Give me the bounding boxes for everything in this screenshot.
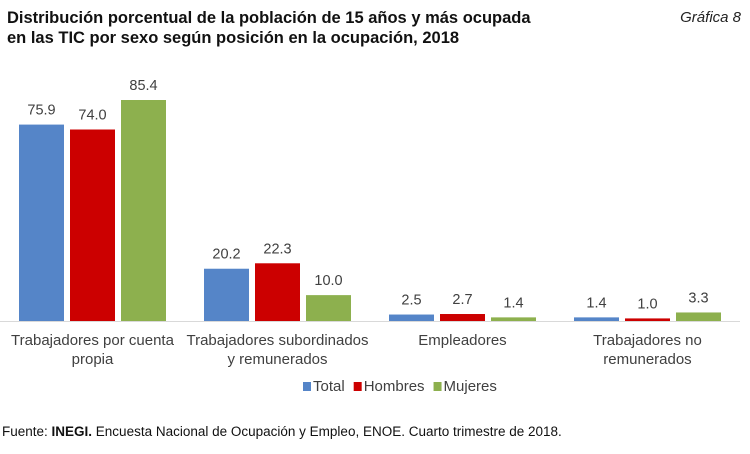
- category-label: Trabajadores no: [593, 332, 702, 349]
- bar-total: [204, 268, 249, 321]
- legend-swatch-mujeres: [433, 382, 442, 391]
- bar-mujeres: [121, 100, 166, 321]
- data-label: 22.3: [263, 241, 291, 257]
- source-org: INEGI.: [51, 424, 93, 439]
- data-label: 2.5: [401, 293, 421, 309]
- bar-mujeres: [676, 312, 721, 321]
- data-label: 20.2: [212, 247, 240, 263]
- bar-total: [574, 317, 619, 321]
- chart-title-line-2: en las TIC por sexo según posición en la…: [7, 29, 460, 47]
- bar-mujeres: [491, 317, 536, 321]
- legend-label-hombres: Hombres: [364, 378, 425, 395]
- category-label: Empleadores: [418, 332, 506, 349]
- bar-total: [19, 124, 64, 321]
- category-label: Trabajadores por cuenta: [11, 332, 175, 349]
- data-label: 2.7: [452, 292, 472, 308]
- category-label: y remunerados: [227, 351, 327, 368]
- bar-hombres: [70, 129, 115, 321]
- legend-swatch-hombres: [353, 382, 362, 391]
- bar-hombres: [255, 263, 300, 321]
- chart-title-line-1: Distribución porcentual de la población …: [7, 9, 531, 27]
- data-label: 85.4: [129, 78, 157, 94]
- data-label: 1.0: [637, 296, 657, 312]
- bar-hombres: [625, 318, 670, 321]
- bar-mujeres: [306, 295, 351, 321]
- category-label: Trabajadores subordinados: [186, 332, 368, 349]
- legend-swatch-total: [303, 382, 311, 391]
- data-label: 1.4: [586, 295, 606, 311]
- source-prefix: Fuente:: [2, 424, 52, 439]
- category-label: propia: [72, 351, 114, 368]
- legend-label-mujeres: Mujeres: [444, 378, 497, 395]
- legend-label-total: Total: [313, 378, 345, 395]
- data-label: 75.9: [27, 103, 55, 119]
- bar-total: [389, 314, 434, 321]
- chart-number: Gráfica 8: [680, 9, 741, 26]
- source-text: Encuesta Nacional de Ocupación y Empleo,…: [92, 424, 562, 439]
- bar-hombres: [440, 314, 485, 321]
- bar-chart: 75.9 74.0 85.4 Trabajadores por cuenta propi…: [0, 78, 740, 395]
- data-label: 10.0: [314, 273, 342, 289]
- data-label: 74.0: [78, 108, 106, 124]
- chart-title: Distribución porcentual de la población …: [7, 8, 607, 48]
- source-note: Fuente: INEGI. Encuesta Nacional de Ocup…: [2, 424, 562, 439]
- data-label: 3.3: [688, 290, 708, 306]
- data-label: 1.4: [503, 295, 523, 311]
- category-label: remunerados: [603, 351, 691, 368]
